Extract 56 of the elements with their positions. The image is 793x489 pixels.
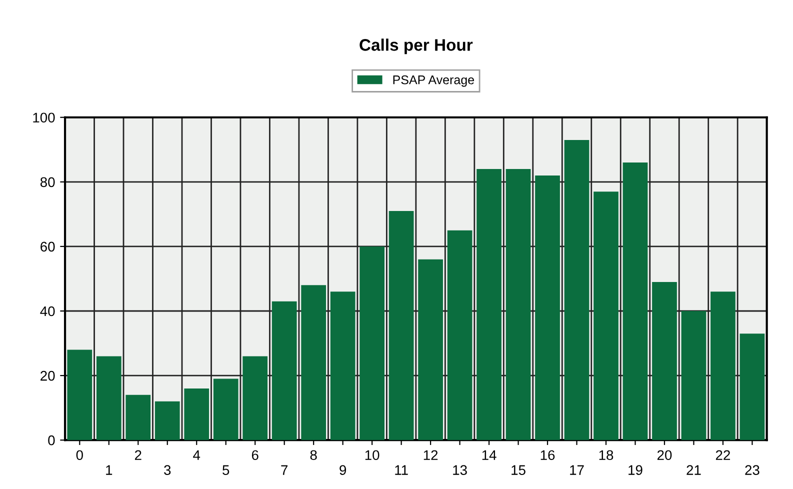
bar <box>535 175 560 440</box>
x-tick-label: 12 <box>424 450 438 460</box>
bar <box>652 282 677 440</box>
bar <box>418 259 443 440</box>
bar <box>242 356 268 440</box>
x-tick-label: 2 <box>134 450 142 460</box>
x-tick-label: 8 <box>310 450 317 460</box>
x-tick-label: 15 <box>512 465 526 475</box>
bar <box>506 169 531 440</box>
y-tick-label: 100 <box>33 112 55 123</box>
x-tick-label: 3 <box>164 465 171 475</box>
x-tick-label: 23 <box>745 465 760 475</box>
bar <box>154 401 180 440</box>
bar <box>330 292 356 440</box>
bar <box>388 210 414 440</box>
legend-label: PSAP Average <box>393 75 474 87</box>
bar <box>213 378 238 440</box>
y-tick-label: 40 <box>40 306 55 316</box>
bar <box>301 285 326 440</box>
chart-title: Calls per Hour <box>360 38 473 54</box>
x-tick-label: 19 <box>628 465 642 475</box>
x-tick-label: 13 <box>453 465 467 475</box>
x-tick-label: 7 <box>281 465 288 475</box>
x-tick-label: 5 <box>222 465 230 475</box>
y-tick-label: 20 <box>40 370 55 381</box>
x-tick-label: 10 <box>365 450 380 460</box>
bar <box>360 246 384 440</box>
x-tick-label: 4 <box>193 450 200 460</box>
bar <box>740 334 765 440</box>
y-tick-label: 60 <box>40 242 55 252</box>
x-tick-label: 14 <box>482 450 496 460</box>
bar <box>594 192 618 440</box>
x-tick-label: 0 <box>76 450 83 460</box>
x-tick-label: 21 <box>686 465 701 475</box>
bar <box>96 356 122 440</box>
y-tick-label: 0 <box>48 435 55 446</box>
bar <box>710 292 736 440</box>
x-tick-label: 18 <box>599 450 614 460</box>
x-tick-label: 1 <box>106 465 112 475</box>
x-tick-label: 22 <box>716 450 730 460</box>
bar <box>681 311 706 440</box>
bar <box>272 301 297 440</box>
bar <box>67 350 92 440</box>
x-tick-label: 17 <box>570 465 584 475</box>
bar <box>126 394 151 440</box>
y-tick-label: 80 <box>40 177 55 188</box>
x-tick-label: 20 <box>657 450 672 460</box>
bar <box>447 230 472 440</box>
x-tick-label: 6 <box>252 450 258 460</box>
bar <box>476 169 502 440</box>
x-tick-label: 9 <box>340 465 346 475</box>
bar <box>184 388 210 440</box>
x-tick-label: 16 <box>540 450 555 460</box>
bar <box>622 162 648 440</box>
bar <box>564 140 590 440</box>
x-tick-label: 11 <box>395 465 408 475</box>
